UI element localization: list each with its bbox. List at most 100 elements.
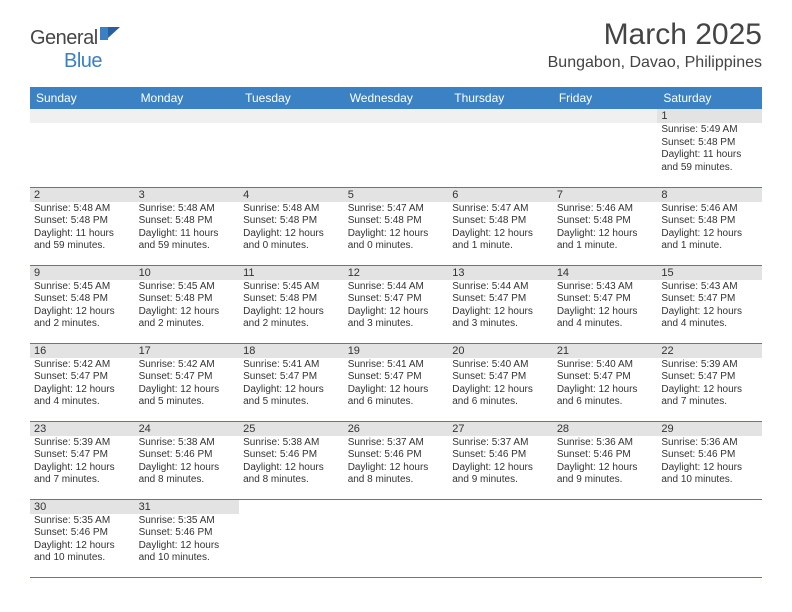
cell-line: Daylight: 12 hours and 4 minutes. — [557, 306, 654, 331]
calendar-row: 16Sunrise: 5:42 AMSunset: 5:47 PMDayligh… — [30, 343, 762, 421]
calendar-cell: 28Sunrise: 5:36 AMSunset: 5:46 PMDayligh… — [553, 421, 658, 499]
cell-line: Sunset: 5:47 PM — [243, 371, 340, 384]
calendar-row: 1Sunrise: 5:49 AMSunset: 5:48 PMDaylight… — [30, 109, 762, 187]
day-number: 31 — [135, 500, 240, 514]
cell-line: Sunset: 5:48 PM — [243, 293, 340, 306]
cell-line: Sunset: 5:48 PM — [557, 215, 654, 228]
cell-line: Sunrise: 5:43 AM — [661, 281, 758, 294]
cell-line: Sunrise: 5:35 AM — [34, 515, 131, 528]
calendar-cell: 19Sunrise: 5:41 AMSunset: 5:47 PMDayligh… — [344, 343, 449, 421]
cell-body: Sunrise: 5:38 AMSunset: 5:46 PMDaylight:… — [135, 436, 240, 488]
cell-body — [344, 123, 449, 125]
calendar-cell: 4Sunrise: 5:48 AMSunset: 5:48 PMDaylight… — [239, 187, 344, 265]
day-number: 22 — [657, 344, 762, 358]
cell-line: Sunset: 5:47 PM — [661, 293, 758, 306]
cell-line: Daylight: 11 hours and 59 minutes. — [34, 228, 131, 253]
cell-body: Sunrise: 5:45 AMSunset: 5:48 PMDaylight:… — [239, 280, 344, 332]
cell-line: Daylight: 12 hours and 1 minute. — [661, 228, 758, 253]
day-header: Friday — [553, 87, 658, 109]
cell-line: Sunrise: 5:41 AM — [243, 359, 340, 372]
day-number — [30, 109, 135, 123]
calendar-cell: 30Sunrise: 5:35 AMSunset: 5:46 PMDayligh… — [30, 499, 135, 577]
calendar-cell — [553, 109, 658, 187]
day-number: 11 — [239, 266, 344, 280]
calendar-cell: 10Sunrise: 5:45 AMSunset: 5:48 PMDayligh… — [135, 265, 240, 343]
cell-line: Sunset: 5:48 PM — [34, 293, 131, 306]
cell-line: Sunrise: 5:39 AM — [34, 437, 131, 450]
title-block: March 2025 Bungabon, Davao, Philippines — [548, 18, 762, 72]
cell-body — [448, 514, 553, 516]
cell-body — [239, 514, 344, 516]
cell-line: Daylight: 12 hours and 10 minutes. — [139, 540, 236, 565]
cell-body — [448, 123, 553, 125]
calendar-row: 23Sunrise: 5:39 AMSunset: 5:47 PMDayligh… — [30, 421, 762, 499]
day-header: Saturday — [657, 87, 762, 109]
cell-body: Sunrise: 5:41 AMSunset: 5:47 PMDaylight:… — [344, 358, 449, 410]
calendar-cell: 23Sunrise: 5:39 AMSunset: 5:47 PMDayligh… — [30, 421, 135, 499]
cell-body: Sunrise: 5:44 AMSunset: 5:47 PMDaylight:… — [344, 280, 449, 332]
day-number: 16 — [30, 344, 135, 358]
cell-line: Sunrise: 5:45 AM — [139, 281, 236, 294]
day-number: 6 — [448, 188, 553, 202]
calendar-cell: 18Sunrise: 5:41 AMSunset: 5:47 PMDayligh… — [239, 343, 344, 421]
cell-line: Daylight: 12 hours and 8 minutes. — [348, 462, 445, 487]
calendar-cell — [30, 109, 135, 187]
day-number: 10 — [135, 266, 240, 280]
calendar-row: 9Sunrise: 5:45 AMSunset: 5:48 PMDaylight… — [30, 265, 762, 343]
day-number — [553, 109, 658, 123]
cell-line: Daylight: 12 hours and 3 minutes. — [452, 306, 549, 331]
cell-body: Sunrise: 5:43 AMSunset: 5:47 PMDaylight:… — [657, 280, 762, 332]
calendar-cell: 13Sunrise: 5:44 AMSunset: 5:47 PMDayligh… — [448, 265, 553, 343]
cell-body: Sunrise: 5:43 AMSunset: 5:47 PMDaylight:… — [553, 280, 658, 332]
cell-line: Sunrise: 5:46 AM — [557, 203, 654, 216]
day-number: 25 — [239, 422, 344, 436]
cell-line: Daylight: 12 hours and 0 minutes. — [243, 228, 340, 253]
cell-line: Sunset: 5:46 PM — [139, 527, 236, 540]
cell-body: Sunrise: 5:47 AMSunset: 5:48 PMDaylight:… — [344, 202, 449, 254]
cell-line: Sunset: 5:46 PM — [139, 449, 236, 462]
cell-line: Sunrise: 5:48 AM — [139, 203, 236, 216]
day-header: Monday — [135, 87, 240, 109]
day-number: 21 — [553, 344, 658, 358]
calendar-cell: 24Sunrise: 5:38 AMSunset: 5:46 PMDayligh… — [135, 421, 240, 499]
calendar-cell: 12Sunrise: 5:44 AMSunset: 5:47 PMDayligh… — [344, 265, 449, 343]
cell-line: Daylight: 12 hours and 2 minutes. — [139, 306, 236, 331]
calendar-cell: 26Sunrise: 5:37 AMSunset: 5:46 PMDayligh… — [344, 421, 449, 499]
cell-line: Daylight: 12 hours and 9 minutes. — [452, 462, 549, 487]
cell-line: Sunrise: 5:45 AM — [243, 281, 340, 294]
cell-line: Daylight: 12 hours and 6 minutes. — [452, 384, 549, 409]
cell-line: Sunrise: 5:40 AM — [452, 359, 549, 372]
day-number — [344, 109, 449, 123]
cell-line: Sunset: 5:48 PM — [661, 215, 758, 228]
day-number: 23 — [30, 422, 135, 436]
day-number: 19 — [344, 344, 449, 358]
day-number: 3 — [135, 188, 240, 202]
day-number: 13 — [448, 266, 553, 280]
cell-body: Sunrise: 5:45 AMSunset: 5:48 PMDaylight:… — [135, 280, 240, 332]
cell-line: Sunrise: 5:39 AM — [661, 359, 758, 372]
cell-line: Daylight: 12 hours and 6 minutes. — [348, 384, 445, 409]
cell-body — [344, 514, 449, 516]
cell-body: Sunrise: 5:37 AMSunset: 5:46 PMDaylight:… — [448, 436, 553, 488]
logo-text-2: Blue — [64, 50, 102, 72]
day-number: 9 — [30, 266, 135, 280]
cell-line: Sunrise: 5:42 AM — [34, 359, 131, 372]
day-number: 12 — [344, 266, 449, 280]
day-number: 20 — [448, 344, 553, 358]
cell-body: Sunrise: 5:48 AMSunset: 5:48 PMDaylight:… — [135, 202, 240, 254]
cell-body: Sunrise: 5:42 AMSunset: 5:47 PMDaylight:… — [135, 358, 240, 410]
calendar-cell — [448, 109, 553, 187]
cell-line: Daylight: 12 hours and 10 minutes. — [34, 540, 131, 565]
cell-line: Sunset: 5:47 PM — [348, 293, 445, 306]
cell-line: Daylight: 12 hours and 10 minutes. — [661, 462, 758, 487]
cell-body: Sunrise: 5:48 AMSunset: 5:48 PMDaylight:… — [239, 202, 344, 254]
cell-body — [30, 123, 135, 125]
cell-line: Sunset: 5:47 PM — [452, 371, 549, 384]
day-number: 4 — [239, 188, 344, 202]
cell-line: Daylight: 12 hours and 4 minutes. — [34, 384, 131, 409]
cell-line: Daylight: 12 hours and 1 minute. — [557, 228, 654, 253]
cell-body — [239, 123, 344, 125]
cell-body: Sunrise: 5:49 AMSunset: 5:48 PMDaylight:… — [657, 123, 762, 175]
cell-line: Sunset: 5:48 PM — [139, 293, 236, 306]
day-header: Tuesday — [239, 87, 344, 109]
